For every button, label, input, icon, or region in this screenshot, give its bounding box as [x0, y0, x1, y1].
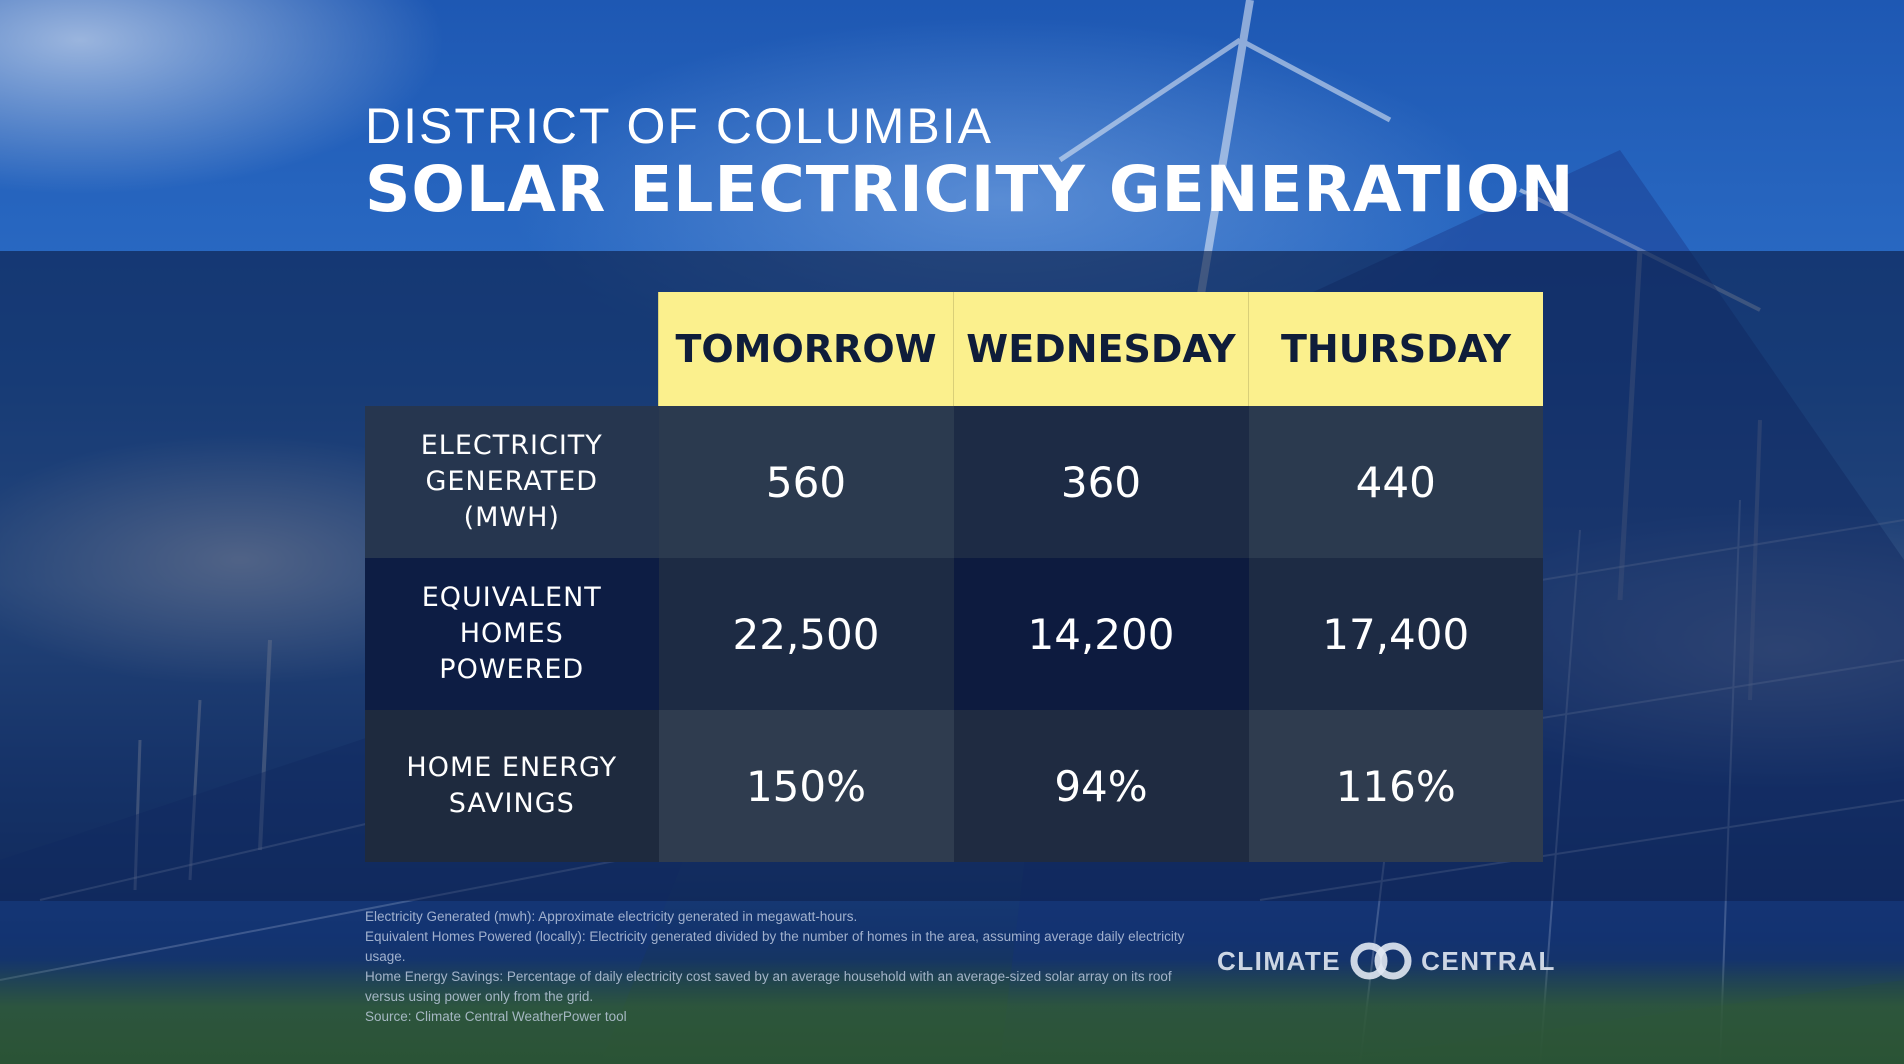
cell-savings-wednesday: 94% — [953, 710, 1249, 862]
table-row-electricity-generated: ELECTRICITY GENERATED (MWH) 560 360 440 — [365, 406, 1543, 558]
footnote-home-energy-savings: Home Energy Savings: Percentage of daily… — [365, 969, 1172, 1004]
logo-text-left: CLIMATE — [1217, 945, 1342, 976]
cell-electricity-tomorrow: 560 — [658, 406, 954, 558]
row-label-equivalent-homes: EQUIVALENT HOMES POWERED — [365, 558, 659, 710]
row-label-line: (MWH) — [463, 502, 560, 533]
cell-homes-thursday: 17,400 — [1248, 558, 1543, 710]
row-label-home-energy-savings: HOME ENERGY SAVINGS — [365, 710, 659, 862]
table-row-equivalent-homes: EQUIVALENT HOMES POWERED 22,500 14,200 1… — [365, 558, 1543, 710]
row-label-line: EQUIVALENT — [421, 582, 602, 613]
climate-central-logo: CLIMATE CENTRAL — [1217, 941, 1556, 981]
footnotes: Electricity Generated (mwh): Approximate… — [365, 907, 1195, 1027]
row-label-line: HOME ENERGY — [406, 752, 618, 783]
table-header-row: TOMORROW WEDNESDAY THURSDAY — [365, 292, 1543, 406]
column-header-tomorrow: TOMORROW — [658, 292, 954, 406]
cell-electricity-thursday: 440 — [1248, 406, 1543, 558]
logo-text-right: CENTRAL — [1421, 945, 1556, 976]
solar-generation-table: TOMORROW WEDNESDAY THURSDAY ELECTRICITY … — [365, 292, 1543, 862]
row-label-line: ELECTRICITY — [420, 430, 603, 461]
row-label-line: HOMES — [459, 618, 564, 649]
grass-foreground — [0, 960, 1904, 1064]
row-label-line: POWERED — [439, 654, 585, 685]
cell-savings-thursday: 116% — [1248, 710, 1543, 862]
footnote-electricity-generated: Electricity Generated (mwh): Approximate… — [365, 909, 858, 924]
row-label-electricity-generated: ELECTRICITY GENERATED (MWH) — [365, 406, 659, 558]
page-title: SOLAR ELECTRICITY GENERATION — [365, 153, 1575, 226]
footer-backdrop — [0, 901, 1904, 1064]
table-corner — [365, 292, 659, 406]
row-label-line: SAVINGS — [448, 788, 575, 819]
title-block: DISTRICT OF COLUMBIA SOLAR ELECTRICITY G… — [365, 96, 1574, 226]
logo-rings-icon — [1350, 942, 1412, 980]
column-header-thursday: THURSDAY — [1248, 292, 1543, 406]
footnote-equivalent-homes: Equivalent Homes Powered (locally): Elec… — [365, 929, 1185, 964]
column-header-wednesday: WEDNESDAY — [953, 292, 1249, 406]
state-name: DISTRICT OF COLUMBIA — [365, 98, 994, 154]
cell-electricity-wednesday: 360 — [953, 406, 1249, 558]
cell-savings-tomorrow: 150% — [658, 710, 954, 862]
row-label-line: GENERATED — [425, 466, 599, 497]
footnote-source: Source: Climate Central WeatherPower too… — [365, 1009, 627, 1024]
cell-homes-tomorrow: 22,500 — [658, 558, 954, 710]
cell-homes-wednesday: 14,200 — [953, 558, 1249, 710]
table-row-home-energy-savings: HOME ENERGY SAVINGS 150% 94% 116% — [365, 710, 1543, 862]
